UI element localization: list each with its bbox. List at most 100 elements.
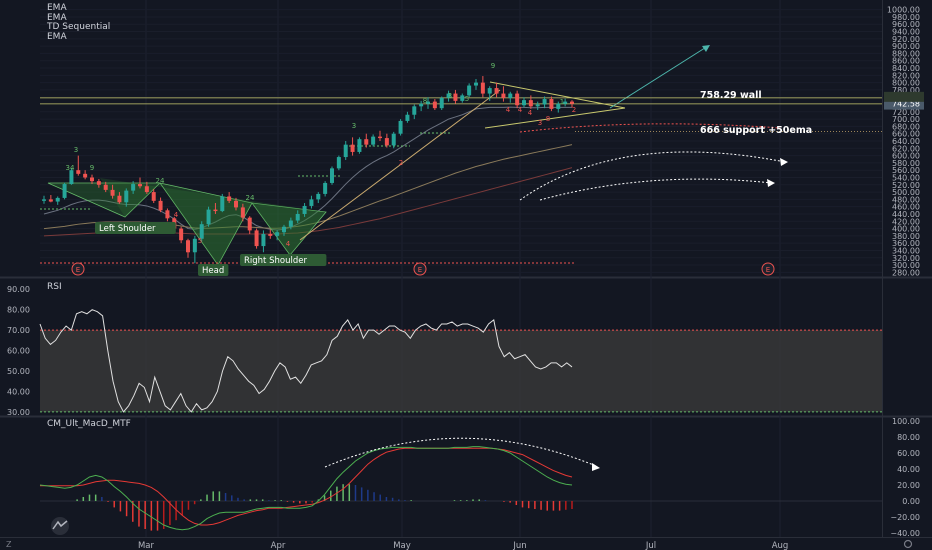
candle-body bbox=[487, 88, 492, 94]
candle-body bbox=[378, 136, 382, 139]
head-and-shoulders-pattern bbox=[47, 182, 327, 266]
candle-body bbox=[302, 205, 307, 214]
price-tick-label: 640.00 bbox=[892, 137, 920, 146]
candle-body bbox=[206, 209, 211, 225]
arrow-head-icon bbox=[702, 45, 710, 52]
price-tick-label: 1000.00 bbox=[887, 6, 920, 15]
price-tick-label: 680.00 bbox=[892, 122, 920, 131]
axes: 1000.00980.00960.00940.00920.00900.00880… bbox=[6, 6, 924, 550]
price-tick-label: 720.00 bbox=[892, 108, 920, 117]
candle-body bbox=[288, 220, 293, 227]
price-tick-label: 860.00 bbox=[892, 57, 920, 66]
indicator-ema-3[interactable]: EMA bbox=[47, 31, 67, 42]
candle-body bbox=[192, 238, 197, 253]
left-shoulder-label-bg bbox=[95, 222, 176, 234]
candle-body bbox=[384, 138, 389, 146]
td-count-label: 24 bbox=[246, 194, 255, 202]
macd-tick-label: −20.00 bbox=[890, 513, 920, 522]
td-count-label: 4 bbox=[174, 211, 179, 219]
indicator-legend[interactable]: EMA EMA TD Sequential EMA bbox=[47, 3, 111, 42]
candle-body bbox=[474, 82, 478, 86]
support-annotation: 666 support +50ema bbox=[700, 125, 812, 136]
candle-body bbox=[467, 85, 472, 96]
indicator-ema-2[interactable]: EMA bbox=[47, 12, 67, 23]
projected-path-white bbox=[539, 178, 773, 201]
earnings-marker bbox=[71, 262, 85, 276]
td-count-label: 3 bbox=[538, 119, 542, 127]
candle-body bbox=[542, 99, 547, 105]
price-tick-label: 500.00 bbox=[892, 188, 920, 197]
candle-body bbox=[398, 120, 403, 134]
rsi-tick-label: 50.00 bbox=[7, 367, 30, 376]
wall-price-badge bbox=[884, 91, 924, 102]
candle-body bbox=[261, 234, 266, 247]
logo-mark-icon bbox=[52, 520, 68, 530]
earnings-marker bbox=[413, 262, 427, 276]
candle-body bbox=[330, 168, 334, 183]
rsi-title[interactable]: RSI bbox=[47, 282, 62, 292]
candle-body bbox=[62, 184, 67, 198]
macd-tick-label: 20.00 bbox=[897, 481, 920, 490]
candle-body bbox=[528, 100, 533, 107]
candle-body bbox=[220, 196, 225, 212]
time-axis-label: Jun bbox=[512, 541, 526, 550]
rsi-tick-label: 90.00 bbox=[7, 285, 30, 294]
td-count-label: 3 bbox=[448, 92, 452, 100]
arrow-head-icon bbox=[592, 463, 600, 471]
price-tick-label: 700.00 bbox=[892, 115, 920, 124]
macd-tick-label: 40.00 bbox=[897, 465, 920, 474]
candle-body bbox=[549, 99, 554, 109]
candle-body bbox=[419, 103, 424, 107]
candle-body bbox=[69, 170, 74, 185]
td-count-label: 2 bbox=[399, 159, 403, 167]
candle-body bbox=[90, 177, 94, 182]
last-price-label: 742.58 bbox=[892, 100, 920, 109]
td-count-label: 24 bbox=[156, 177, 165, 185]
logo-icon bbox=[51, 517, 69, 535]
price-tick-label: 900.00 bbox=[892, 42, 920, 51]
price-tick-label: 400.00 bbox=[892, 225, 920, 234]
rsi-tick-label: 30.00 bbox=[7, 408, 30, 417]
td-count-label: 9 bbox=[90, 164, 94, 172]
macd-tick-label: 0.00 bbox=[902, 497, 920, 506]
price-tick-label: 380.00 bbox=[892, 232, 920, 241]
td-count-label: 5 bbox=[465, 95, 469, 103]
candle-body bbox=[405, 114, 410, 121]
macd-tick-label: 60.00 bbox=[897, 449, 920, 458]
macd-pane[interactable] bbox=[39, 437, 882, 535]
trendline bbox=[299, 89, 501, 241]
wall-annotation: 758.29 wall bbox=[700, 90, 762, 101]
candle-body bbox=[364, 139, 369, 145]
td-count-label: 4 bbox=[286, 240, 291, 248]
candle-body bbox=[508, 93, 513, 98]
td-count-label: 1 bbox=[560, 98, 564, 106]
indicator-td-sequential[interactable]: TD Sequential bbox=[47, 22, 111, 32]
price-tick-label: 420.00 bbox=[892, 217, 920, 226]
macd-tick-label: 100.00 bbox=[892, 417, 920, 426]
macd-signal-line bbox=[40, 447, 573, 526]
candle-body bbox=[48, 199, 53, 202]
candle-body bbox=[357, 139, 362, 152]
price-tick-label: 600.00 bbox=[892, 152, 920, 161]
td-count-label: 34 bbox=[66, 164, 75, 172]
td-count-label: 9 bbox=[491, 62, 495, 70]
price-tick-label: 920.00 bbox=[892, 35, 920, 44]
price-tick-label: 520.00 bbox=[892, 181, 920, 190]
price-tick-label: 980.00 bbox=[892, 13, 920, 22]
rsi-pane[interactable] bbox=[39, 309, 882, 413]
candle-body bbox=[412, 106, 417, 115]
indicator-ema-1[interactable]: EMA bbox=[47, 3, 67, 13]
candle-body bbox=[522, 100, 526, 106]
gear-icon bbox=[903, 539, 913, 549]
td-count-label: 8 bbox=[546, 115, 550, 123]
grid bbox=[0, 0, 932, 538]
candle-body bbox=[570, 101, 574, 104]
earnings-label: E bbox=[418, 266, 422, 274]
macd-tick-label: −40.00 bbox=[890, 529, 920, 538]
candle-body bbox=[439, 97, 444, 109]
macd-title[interactable]: CM_Ult_MacD_MTF bbox=[47, 419, 131, 429]
candle-body bbox=[268, 234, 273, 236]
z-label: Z bbox=[6, 540, 12, 549]
